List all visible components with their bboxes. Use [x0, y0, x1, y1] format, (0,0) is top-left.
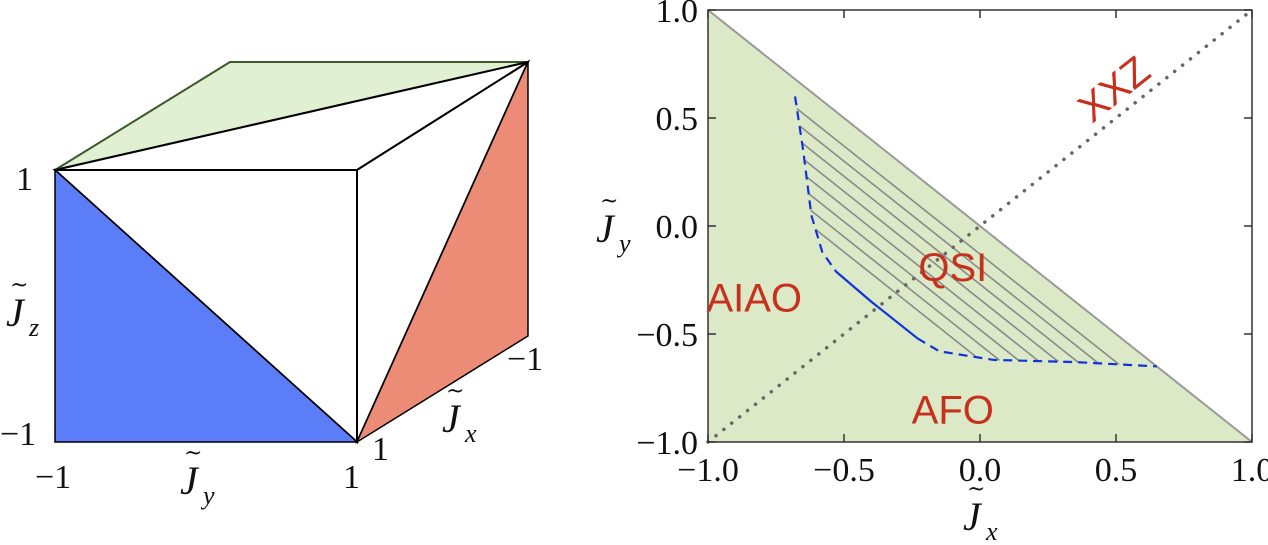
svg-text:~: ~: [446, 379, 464, 404]
qsi-boundary-dashed-upper: [793, 96, 837, 272]
cube-blue-face: [54, 168, 359, 443]
cube-tick-y-right: 1: [343, 459, 360, 496]
qsi-boundary-dashed-lower: [916, 337, 1157, 368]
hatch-line: [798, 125, 1100, 365]
svg-text:J: J: [442, 396, 462, 441]
svg-text:J: J: [180, 458, 200, 503]
x-tick-label: 0.0: [959, 452, 1002, 489]
svg-text:~: ~: [184, 441, 202, 466]
cube-panel: 1 −1 −1 1 1 −1 J z ~ J y ~ J x ~: [0, 59, 543, 510]
y-tick-label: 0.5: [656, 101, 699, 138]
svg-text:J: J: [963, 494, 983, 539]
region-label-afo: AFO: [912, 389, 994, 433]
cube-tick-z-top: 1: [16, 161, 33, 198]
x-tick-label: −0.5: [813, 452, 875, 489]
region-label-aiao: AIAO: [706, 276, 802, 320]
hatch-line: [803, 159, 1059, 363]
y-tick-label: −0.5: [636, 317, 698, 354]
cube-tick-y-left: −1: [35, 459, 71, 496]
y-axis-label: J y ~: [596, 189, 631, 258]
svg-text:J: J: [6, 290, 26, 335]
cube-tick-x-front: 1: [372, 431, 389, 468]
svg-text:y: y: [200, 481, 215, 510]
constraint-line: [707, 9, 1253, 443]
y-tick-label: 0.0: [656, 209, 699, 246]
cube-tick-z-bottom: −1: [0, 416, 36, 453]
phase-diagram: −1.0 −0.5 0.0 0.5 1.0 −1.0 −0.5 0.0 0.5 1.0 AIAO Q…: [596, 0, 1268, 545]
svg-text:~: ~: [600, 189, 618, 214]
x-axis-label: J x ~: [963, 477, 998, 545]
svg-text:~: ~: [10, 273, 28, 298]
x-tick-label: −1.0: [677, 452, 739, 489]
svg-text:x: x: [985, 517, 998, 545]
cube-axis-label-jz: J z ~: [6, 273, 39, 342]
svg-text:J: J: [596, 206, 616, 251]
svg-text:y: y: [616, 229, 631, 258]
cube-axis-label-jy: J y ~: [180, 441, 215, 510]
cube-tick-x-back: −1: [507, 341, 543, 378]
hatch-line: [796, 108, 1120, 366]
hatch-line: [815, 228, 978, 359]
xxz-label: XXZ: [1070, 48, 1158, 131]
hatch-line: [801, 142, 1079, 364]
x-tick-label: 0.5: [1095, 452, 1138, 489]
svg-text:x: x: [464, 419, 477, 448]
region-label-qsi: QSI: [918, 246, 987, 290]
cube-red-face: [355, 61, 529, 444]
hatch-line: [806, 176, 1040, 362]
svg-text:~: ~: [967, 477, 985, 502]
qsi-boundary-solid: [835, 270, 919, 340]
cube-axis-label-jx: J x ~: [442, 379, 477, 448]
y-tick-label: 1.0: [656, 0, 699, 30]
svg-text:z: z: [28, 313, 39, 342]
y-tick-label: −1.0: [636, 425, 698, 462]
x-tick-label: 1.0: [1231, 452, 1268, 489]
